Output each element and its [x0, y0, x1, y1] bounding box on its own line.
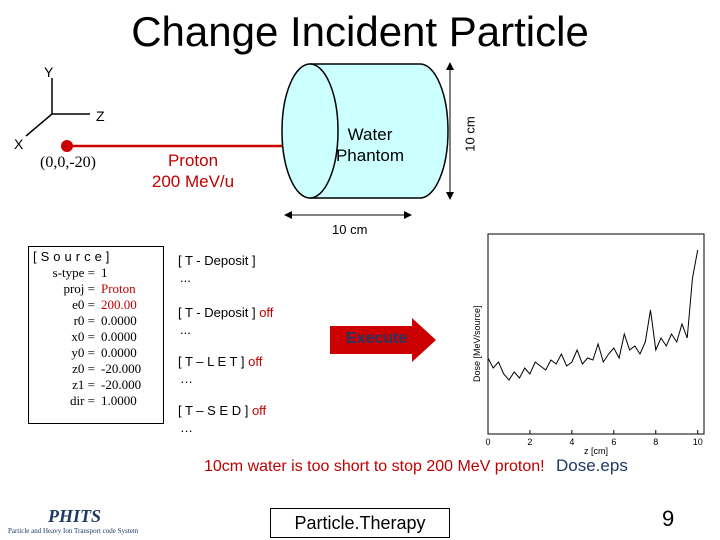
tally-deposit-off: [ T - Deposit ] off ... [178, 304, 273, 338]
phantom-line-1: Water [347, 125, 393, 144]
tally-label: [ T – S E D ] [178, 403, 249, 418]
z-axis-label: Z [96, 108, 105, 124]
dimension-arrow-down-icon [446, 192, 454, 200]
source-row: dir = 1.0000 [33, 393, 159, 409]
tally-state: off [259, 305, 274, 320]
phantom-line-2: Phantom [335, 146, 405, 165]
phits-logo: PHITS Particle and Heavy Ion Transport c… [4, 506, 204, 538]
tally-ellipsis: … [180, 420, 193, 435]
param-key: s-type = [52, 265, 95, 280]
y-axis-title: Dose [MeV/source] [472, 305, 482, 382]
diameter-label: 10 cm [462, 116, 478, 152]
tally-sed-off: [ T – S E D ] off … [178, 402, 266, 436]
param-value: 1 [101, 265, 108, 280]
x-axis-title: z [cm] [584, 446, 608, 456]
x-axis-label: X [14, 136, 24, 152]
x-tick-label: 2 [527, 437, 532, 447]
execute-arrow-icon [330, 318, 436, 362]
source-row: s-type = 1 [33, 265, 159, 281]
param-value: 0.0000 [101, 313, 137, 328]
param-key: dir = [69, 393, 95, 408]
param-key: x0 = [71, 329, 95, 344]
y-axis-label: Y [44, 64, 54, 80]
source-row: r0 = 0.0000 [33, 313, 159, 329]
x-tick-label: 10 [693, 437, 703, 447]
source-row: z0 = -20.000 [33, 361, 159, 377]
phantom-label: Water Phantom [310, 124, 430, 166]
footer-title: Particle.Therapy [270, 508, 450, 538]
param-value-highlighted: Proton [101, 281, 136, 296]
warning-note: 10cm water is too short to stop 200 MeV … [204, 458, 545, 475]
param-key: r0 = [73, 313, 95, 328]
x-tick-label: 4 [569, 437, 574, 447]
source-row: z1 = -20.000 [33, 377, 159, 393]
source-row: proj = Proton [33, 281, 159, 297]
origin-coordinate: (0,0,-20) [40, 154, 96, 171]
tally-ellipsis: ... [180, 322, 191, 337]
diameter-label-box: 10 cm [463, 76, 483, 192]
cylinder-body [309, 63, 449, 199]
tally-state: off [251, 403, 267, 418]
page-title: Change Incident Particle [131, 8, 589, 55]
dose-series-line [487, 249, 699, 381]
x-axis-line [25, 113, 53, 137]
x-tick-label: 6 [611, 437, 616, 447]
param-value: -20.000 [101, 377, 142, 392]
length-label: 10 cm [332, 222, 368, 237]
tally-ellipsis: … [180, 371, 193, 386]
tally-ellipsis: ... [180, 270, 191, 285]
source-point [61, 140, 73, 152]
tally-let-off: [ T – L E T ] off … [178, 353, 262, 387]
x-tick-label: 8 [653, 437, 658, 447]
dimension-arrow-up-icon [446, 62, 454, 70]
source-header: [Source] [33, 249, 114, 264]
tally-label: [ T - Deposit ] [178, 305, 256, 320]
execute-button[interactable]: Execute [330, 318, 436, 362]
dimension-arrow-left-icon [284, 211, 292, 219]
beam-label: Proton 200 MeV/u [128, 150, 258, 192]
page-number: 9 [662, 506, 675, 531]
beam-energy: 200 MeV/u [151, 172, 235, 191]
param-value: 0.0000 [101, 329, 137, 344]
beam-particle: Proton [167, 151, 219, 170]
param-key: proj = [63, 281, 95, 296]
param-key: y0 = [71, 345, 95, 360]
param-key: e0 = [72, 297, 95, 312]
length-dimension-line [284, 211, 412, 219]
param-value: 0.0000 [101, 345, 137, 360]
dose-file-caption: Dose.eps [556, 456, 628, 475]
dose-chart: Dose [MeV/source] 0 2 4 6 8 10 z [cm] [472, 233, 705, 456]
x-ticks: 0 2 4 6 8 10 [485, 430, 703, 447]
execute-label: Execute [346, 330, 408, 347]
param-value-highlighted: 200.00 [101, 297, 137, 312]
coordinate-axes-diagram [25, 78, 90, 137]
param-value: -20.000 [101, 361, 142, 376]
param-key: z1 = [72, 377, 95, 392]
source-row: x0 = 0.0000 [33, 329, 159, 345]
tally-state: off [248, 354, 263, 369]
x-tick-label: 0 [485, 437, 490, 447]
diameter-dimension-line [446, 62, 454, 200]
cylinder-front-face [281, 63, 339, 199]
source-row: e0 = 200.00 [33, 297, 159, 313]
param-value: 1.0000 [101, 393, 137, 408]
source-parameters-box: [Source] s-type = 1 proj = Proton e0 = 200.… [28, 246, 164, 424]
source-row: y0 = 0.0000 [33, 345, 159, 361]
tally-label: [ T - Deposit ] [178, 253, 256, 268]
tally-deposit-on: [ T - Deposit ] ... [178, 252, 256, 286]
logo-subtitle: Particle and Heavy Ion Transport code Sy… [8, 527, 139, 535]
tally-label: [ T – L E T ] [178, 354, 245, 369]
dimension-arrow-right-icon [404, 211, 412, 219]
water-phantom-cylinder [281, 63, 449, 199]
param-key: z0 = [72, 361, 95, 376]
logo-text: PHITS [48, 506, 102, 526]
plot-frame [487, 233, 705, 435]
